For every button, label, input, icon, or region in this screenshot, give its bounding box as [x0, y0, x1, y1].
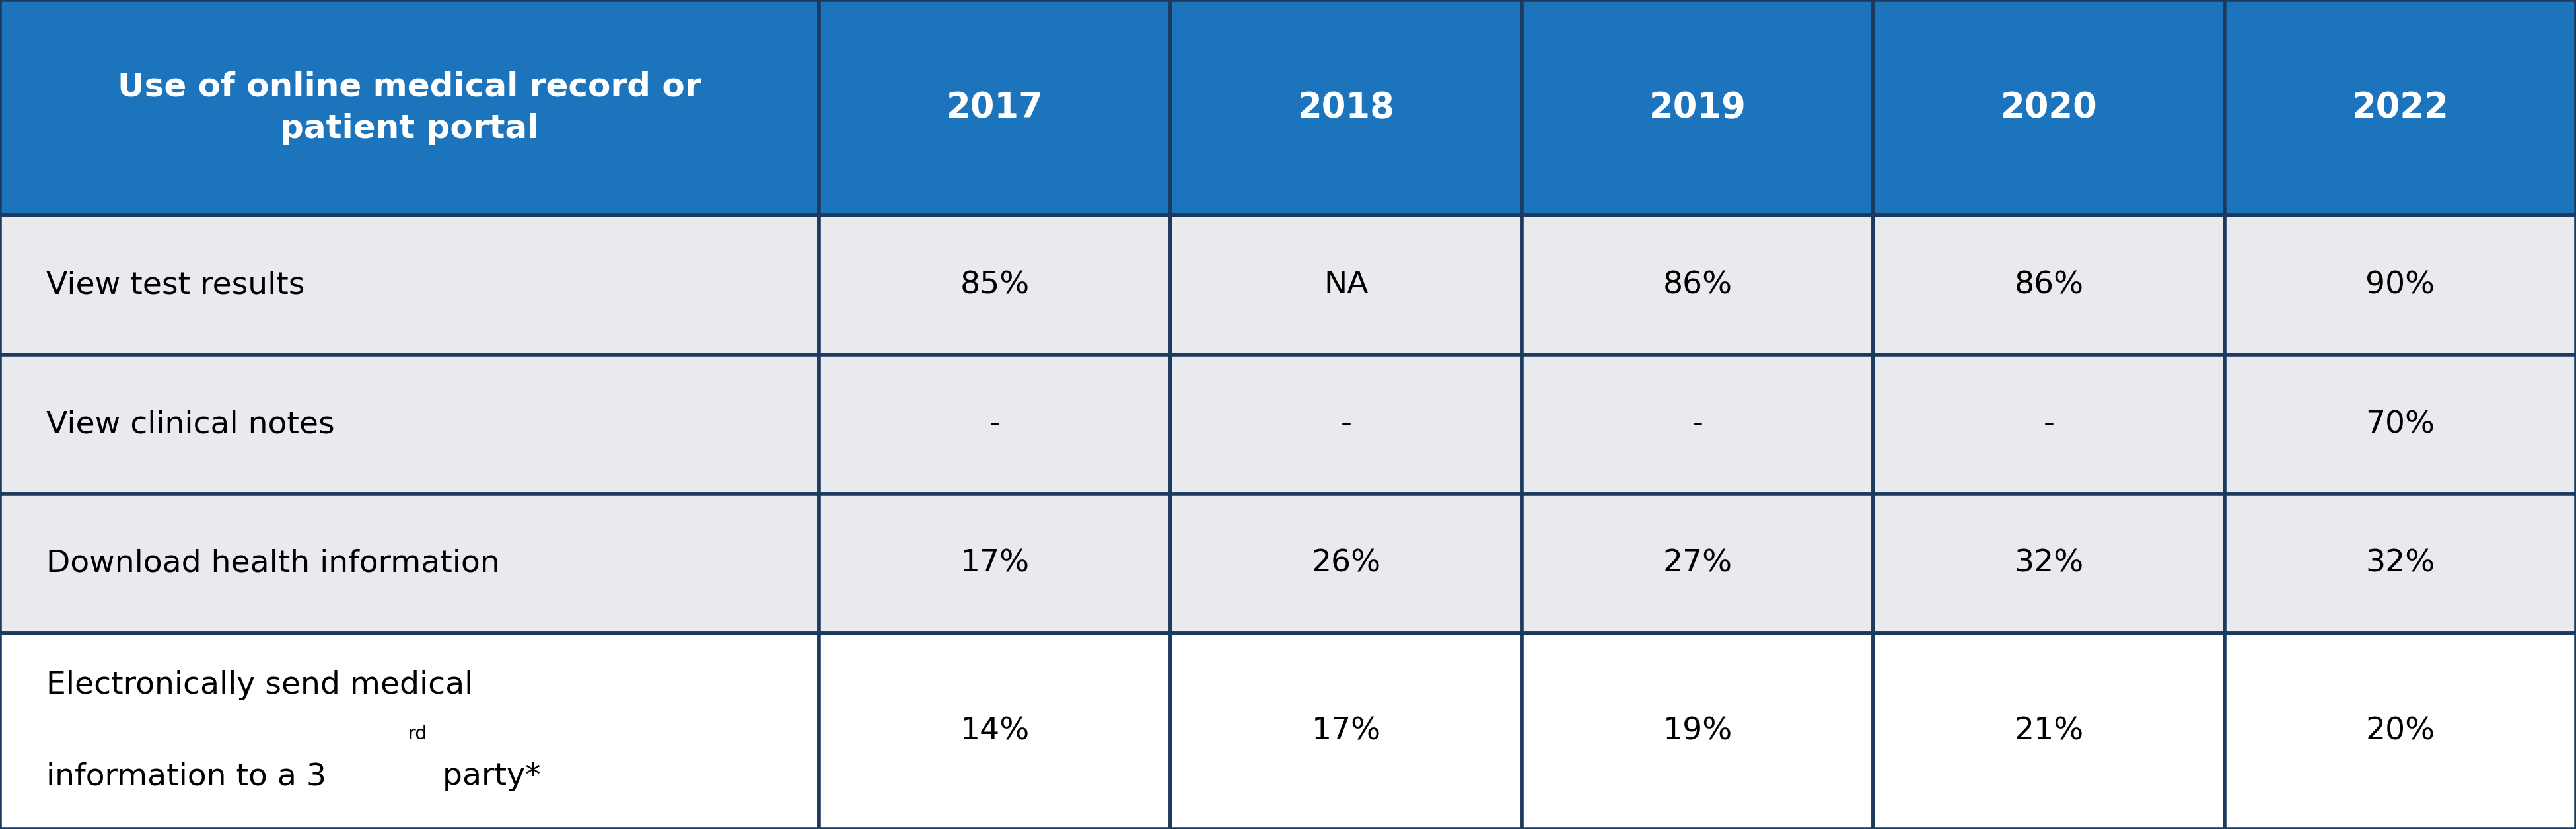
Text: rd: rd [407, 725, 428, 743]
Text: -: - [1692, 410, 1703, 439]
Text: -: - [989, 410, 999, 439]
FancyBboxPatch shape [1522, 355, 1873, 494]
FancyBboxPatch shape [1522, 216, 1873, 355]
FancyBboxPatch shape [1873, 355, 2226, 494]
Text: -: - [1340, 410, 1352, 439]
Text: 2022: 2022 [2352, 90, 2450, 125]
Text: 17%: 17% [1311, 716, 1381, 746]
Text: 26%: 26% [1311, 549, 1381, 579]
Text: NA: NA [1324, 270, 1368, 300]
Text: 86%: 86% [2014, 270, 2084, 300]
FancyBboxPatch shape [1170, 633, 1522, 829]
FancyBboxPatch shape [819, 355, 1170, 494]
Text: 14%: 14% [961, 716, 1030, 746]
Text: 2017: 2017 [945, 90, 1043, 125]
FancyBboxPatch shape [1170, 355, 1522, 494]
FancyBboxPatch shape [1522, 0, 1873, 216]
Text: 2018: 2018 [1298, 90, 1394, 125]
Text: 2020: 2020 [2002, 90, 2097, 125]
FancyBboxPatch shape [1170, 494, 1522, 633]
Text: Use of online medical record or
patient portal: Use of online medical record or patient … [118, 71, 701, 144]
Text: party*: party* [433, 762, 541, 792]
FancyBboxPatch shape [1873, 0, 2226, 216]
Text: 90%: 90% [2365, 270, 2434, 300]
FancyBboxPatch shape [2226, 355, 2576, 494]
FancyBboxPatch shape [0, 355, 819, 494]
FancyBboxPatch shape [2226, 633, 2576, 829]
FancyBboxPatch shape [819, 494, 1170, 633]
FancyBboxPatch shape [819, 0, 1170, 216]
FancyBboxPatch shape [2226, 216, 2576, 355]
Text: View clinical notes: View clinical notes [46, 410, 335, 439]
FancyBboxPatch shape [0, 216, 819, 355]
Text: Download health information: Download health information [46, 549, 500, 579]
Text: 27%: 27% [1664, 549, 1731, 579]
Text: 32%: 32% [2014, 549, 2084, 579]
Text: 32%: 32% [2365, 549, 2434, 579]
Text: 17%: 17% [961, 549, 1030, 579]
FancyBboxPatch shape [0, 633, 819, 829]
FancyBboxPatch shape [1873, 494, 2226, 633]
Text: 19%: 19% [1664, 716, 1731, 746]
FancyBboxPatch shape [1873, 216, 2226, 355]
FancyBboxPatch shape [2226, 0, 2576, 216]
FancyBboxPatch shape [819, 216, 1170, 355]
Text: Electronically send medical: Electronically send medical [46, 671, 474, 701]
Text: 85%: 85% [961, 270, 1030, 300]
FancyBboxPatch shape [1522, 633, 1873, 829]
Text: 70%: 70% [2365, 410, 2434, 439]
FancyBboxPatch shape [819, 633, 1170, 829]
FancyBboxPatch shape [1170, 0, 1522, 216]
Text: 21%: 21% [2014, 716, 2084, 746]
FancyBboxPatch shape [2226, 494, 2576, 633]
Text: information to a 3: information to a 3 [46, 762, 327, 792]
FancyBboxPatch shape [0, 0, 819, 216]
FancyBboxPatch shape [0, 494, 819, 633]
Text: 86%: 86% [1664, 270, 1731, 300]
Text: -: - [2043, 410, 2056, 439]
FancyBboxPatch shape [1522, 494, 1873, 633]
Text: View test results: View test results [46, 270, 304, 300]
FancyBboxPatch shape [1873, 633, 2226, 829]
Text: 2019: 2019 [1649, 90, 1747, 125]
Text: 20%: 20% [2365, 716, 2434, 746]
FancyBboxPatch shape [1170, 216, 1522, 355]
